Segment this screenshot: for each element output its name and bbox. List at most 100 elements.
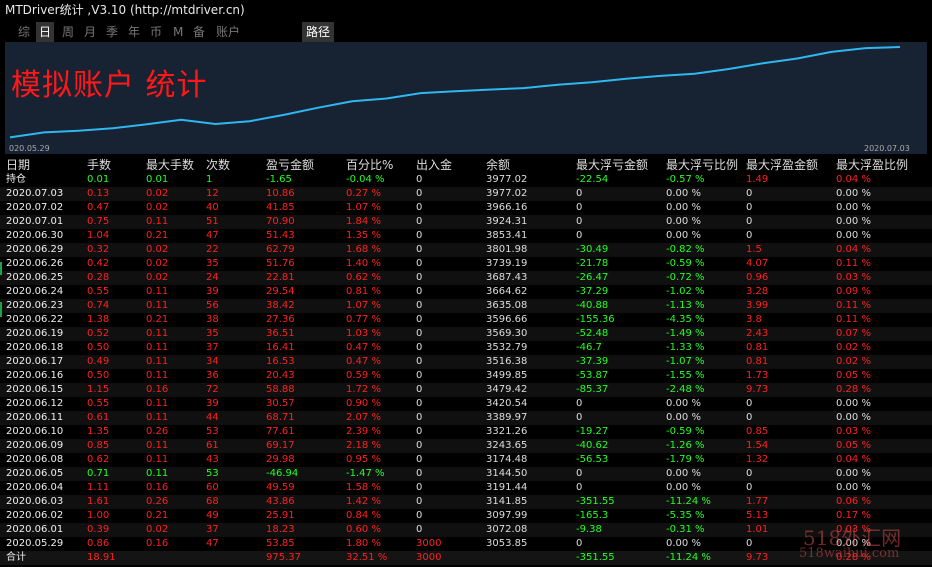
tab-2[interactable]: 周 [62,25,75,39]
cell: -40.88 [576,300,609,311]
cell: 0 [576,202,583,213]
cell: 0.62 % [346,272,381,283]
cell: -52.48 [576,328,609,339]
table-row[interactable]: 2020.06.08 0.62 0.11 43 29.98 0.95 % 0 3174.48 -… [0,453,932,467]
route-button[interactable]: 路径 [302,22,335,42]
cell: 35 [206,328,219,339]
tab-5[interactable]: 年 [128,25,141,39]
table-row[interactable]: 2020.06.19 0.52 0.11 35 36.51 1.03 % 0 3569.30 -… [0,327,932,341]
table-row[interactable]: 2020.07.03 0.13 0.02 12 10.86 0.27 % 0 3977.02 0… [0,187,932,201]
cell: 2020.06.29 [6,244,64,255]
cell: 0 [416,272,423,283]
cell: 0.00 % [666,216,701,227]
tab-1[interactable]: 日 [36,22,55,42]
cell: -1.55 % [666,370,705,381]
cell: 0.11 [146,342,169,353]
cell: 2020.06.11 [6,412,64,423]
column-header[interactable]: 最大浮亏比例 [666,158,739,172]
column-header[interactable]: 出入金 [416,158,453,172]
cell: 3516.38 [486,356,528,367]
cell: 1.15 [87,384,110,395]
cell: 0.28 % [836,384,871,395]
table-row[interactable]: 2020.06.04 1.11 0.16 60 49.59 1.58 % 0 3191.44 0… [0,481,932,495]
holding-row[interactable]: 持仓 0.01 0.01 1 -1.65 -0.04 % 0 3977.02 -22.54 -0.… [0,173,932,187]
column-header[interactable]: 盈亏金额 [266,158,315,172]
cell: -0.57 % [666,174,705,185]
tab-9[interactable]: 账户 [216,25,241,39]
column-header[interactable]: 百分比% [346,158,394,172]
table-row[interactable]: 2020.06.24 0.55 0.11 39 29.54 0.81 % 0 3664.62 -… [0,285,932,299]
cell: -155.36 [576,314,615,325]
table-row[interactable]: 2020.06.30 1.04 0.21 47 51.43 1.35 % 0 3853.41 0… [0,229,932,243]
cell: 2020.06.23 [6,300,64,311]
cell: -53.87 [576,370,609,381]
table-row[interactable]: 2020.06.17 0.49 0.11 34 16.53 0.47 % 0 3516.38 -… [0,355,932,369]
table-row[interactable]: 2020.06.29 0.32 0.02 22 62.79 1.68 % 0 3801.98 -… [0,243,932,257]
table-row[interactable]: 2020.05.29 0.86 0.16 47 53.85 1.80 % 3000 3053.… [0,537,932,551]
table-row[interactable]: 2020.06.09 0.85 0.11 61 69.17 2.18 % 0 3243.65 -… [0,439,932,453]
table-row[interactable]: 2020.06.22 1.38 0.21 38 27.36 0.77 % 0 3596.66 -… [0,313,932,327]
cell: 0 [416,188,423,199]
table-row[interactable]: 2020.06.03 1.61 0.26 68 43.86 1.42 % 0 3141.85 -… [0,495,932,509]
cell: 3.28 [746,286,769,297]
tab-6[interactable]: 币 [150,25,163,39]
column-header[interactable]: 余额 [486,158,511,172]
cell: 1.07 % [346,300,381,311]
cell: 3966.16 [486,202,528,213]
chart-end-date: 2020.07.03 [864,144,910,153]
column-header[interactable]: 最大手数 [146,158,195,172]
cell: 2020.06.12 [6,398,64,409]
column-header[interactable]: 最大浮盈比例 [836,158,909,172]
cell: 3000 [416,552,442,563]
column-header[interactable]: 手数 [87,158,112,172]
column-header[interactable]: 最大浮亏金额 [576,158,649,172]
table-row[interactable]: 2020.06.15 1.15 0.16 72 58.88 1.72 % 0 3479.42 -… [0,383,932,397]
table-row[interactable]: 2020.07.01 0.75 0.11 51 70.90 1.84 % 0 3924.31 0… [0,215,932,229]
cell: 0 [416,216,423,227]
cell: 3243.65 [486,440,528,451]
cell: 0 [416,370,423,381]
column-header[interactable]: 日期 [6,158,31,172]
table-row[interactable]: 2020.06.05 0.71 0.11 53 -46.94 -1.47 % 0 3144.5… [0,467,932,481]
tab-8[interactable]: 备 [193,25,206,39]
cell: 36 [206,370,219,381]
cell: 0.27 % [346,188,381,199]
cell: 58.88 [266,384,295,395]
table-row[interactable]: 2020.06.01 0.39 0.02 37 18.23 0.60 % 0 3072.08 -… [0,523,932,537]
cell: 1.72 % [346,384,381,395]
table-row[interactable]: 2020.06.18 0.50 0.11 37 16.41 0.47 % 0 3532.79 -… [0,341,932,355]
table-row[interactable]: 2020.06.11 0.61 0.11 44 68.71 2.07 % 0 3389.97 0… [0,411,932,425]
table-row[interactable]: 2020.06.02 1.00 0.21 49 25.91 0.84 % 0 3097.99 -… [0,509,932,523]
tab-7[interactable]: M [173,25,184,39]
tab-0[interactable]: 综 [18,25,31,39]
cell: 3321.26 [486,426,528,437]
cell: 0 [576,216,583,227]
table-row[interactable]: 2020.06.10 1.35 0.26 53 77.61 2.39 % 0 3321.26 -… [0,425,932,439]
cell: 0.50 [87,342,110,353]
column-header[interactable]: 次数 [206,158,231,172]
cell: 9.73 [746,384,769,395]
cell: 68.71 [266,412,295,423]
table-row[interactable]: 2020.07.02 0.47 0.02 40 41.85 1.07 % 0 3966.16 0… [0,201,932,215]
table-row[interactable]: 2020.06.12 0.55 0.11 39 30.57 0.90 % 0 3420.54 0… [0,397,932,411]
cell: 0.02 [146,258,169,269]
cell: 0.03 % [836,426,871,437]
table-row[interactable]: 2020.06.25 0.28 0.02 24 22.81 0.62 % 0 3687.43 -… [0,271,932,285]
cell: 16.53 [266,356,295,367]
chart-start-date: 020.05.29 [9,144,50,153]
cell: 2020.06.17 [6,356,64,367]
table-row[interactable]: 2020.06.23 0.74 0.11 56 38.42 1.07 % 0 3635.08 -… [0,299,932,313]
watermark-logo: 518外汇网 518waihui.com [795,520,930,564]
cell: 0.02 [146,188,169,199]
cell: 0.11 [146,356,169,367]
cell: 25.91 [266,510,295,521]
tab-3[interactable]: 月 [84,25,97,39]
cell: 0 [416,286,423,297]
table-row[interactable]: 2020.06.16 0.50 0.11 36 20.43 0.59 % 0 3499.85 -… [0,369,932,383]
cell: -40.62 [576,440,609,451]
cell: -1.49 % [666,328,705,339]
cell: 1.40 % [346,258,381,269]
table-row[interactable]: 2020.06.26 0.42 0.02 35 51.76 1.40 % 0 3739.19 -… [0,257,932,271]
tab-4[interactable]: 季 [106,25,119,39]
column-header[interactable]: 最大浮盈金额 [746,158,819,172]
